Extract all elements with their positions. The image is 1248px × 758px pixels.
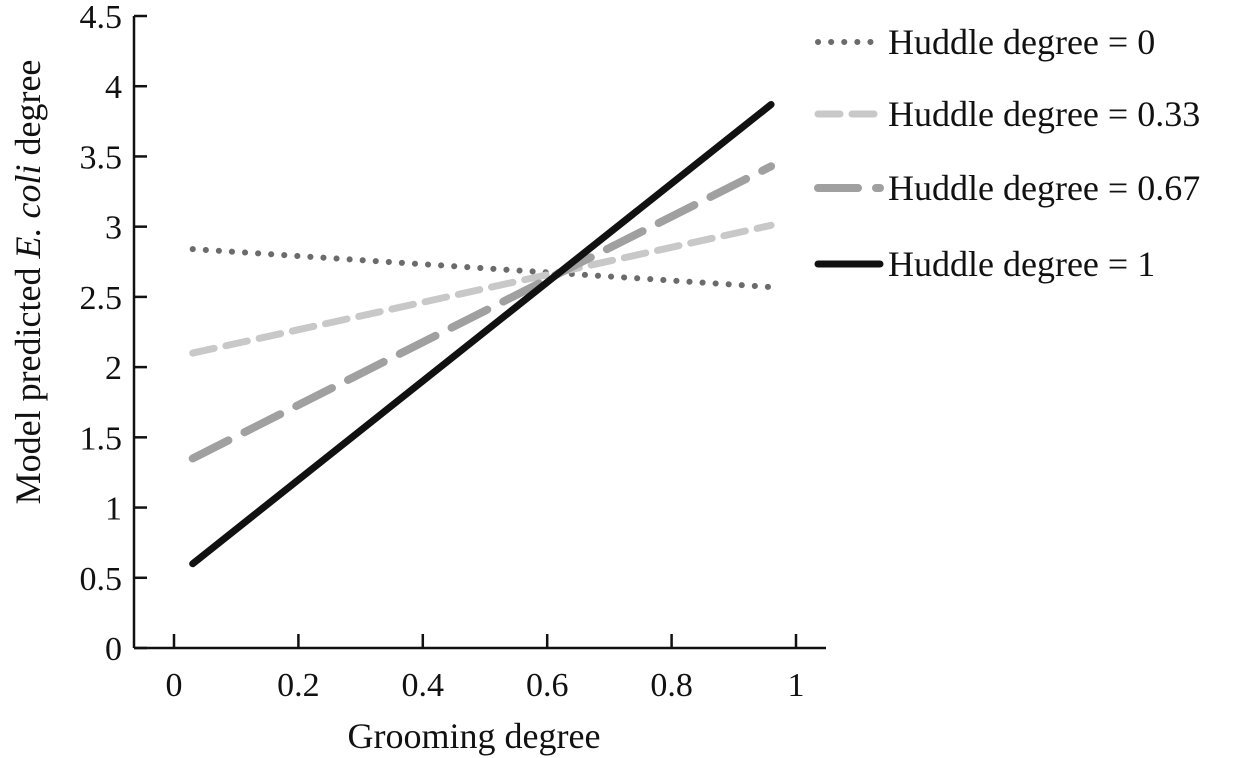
x-tick-label: 1 (788, 667, 805, 704)
series-line-2 (188, 162, 776, 463)
y-tick-label: 2.5 (80, 280, 123, 317)
legend-label-0: Huddle degree = 0 (888, 22, 1155, 62)
y-tick-label: 1.5 (80, 420, 123, 457)
series-line-3 (189, 101, 775, 568)
y-tick-label: 0 (105, 631, 122, 668)
x-tick-label: 0.8 (650, 667, 693, 704)
legend-label-1: Huddle degree = 0.33 (888, 94, 1200, 134)
y-axis-title: Model predicted E. coli degree (8, 60, 48, 505)
series-line-1 (189, 221, 775, 357)
y-tick-label: 4 (105, 69, 122, 106)
y-tick-label: 3 (105, 210, 122, 247)
x-tick-label: 0 (166, 667, 183, 704)
legend-label-2: Huddle degree = 0.67 (888, 168, 1200, 208)
x-axis-title: Grooming degree (348, 716, 601, 756)
y-tick-label: 3.5 (80, 139, 123, 176)
series-lines (188, 101, 776, 568)
y-axis-title-part: Model predicted (8, 259, 48, 505)
x-tick-label: 0.4 (402, 667, 445, 704)
y-axis-title-italic: E. coli (8, 165, 48, 260)
legend: Huddle degree = 0 Huddle degree = 0.33 Hud… (814, 22, 1200, 284)
axes: 0 0.5 1 1.5 2 2.5 3 3.5 4 4.5 0 0.2 0.4 0.6 0.8 1 (80, 0, 826, 704)
y-tick-label: 2 (105, 350, 122, 387)
series-line-0 (189, 246, 775, 291)
y-axis-title-part: degree (8, 60, 48, 165)
y-tick-label: 4.5 (80, 0, 123, 36)
x-tick-label: 0.2 (277, 667, 320, 704)
legend-label-3: Huddle degree = 1 (888, 244, 1155, 284)
y-tick-label: 0.5 (80, 561, 123, 598)
y-tick-label: 1 (105, 491, 122, 528)
x-tick-label: 0.6 (526, 667, 569, 704)
